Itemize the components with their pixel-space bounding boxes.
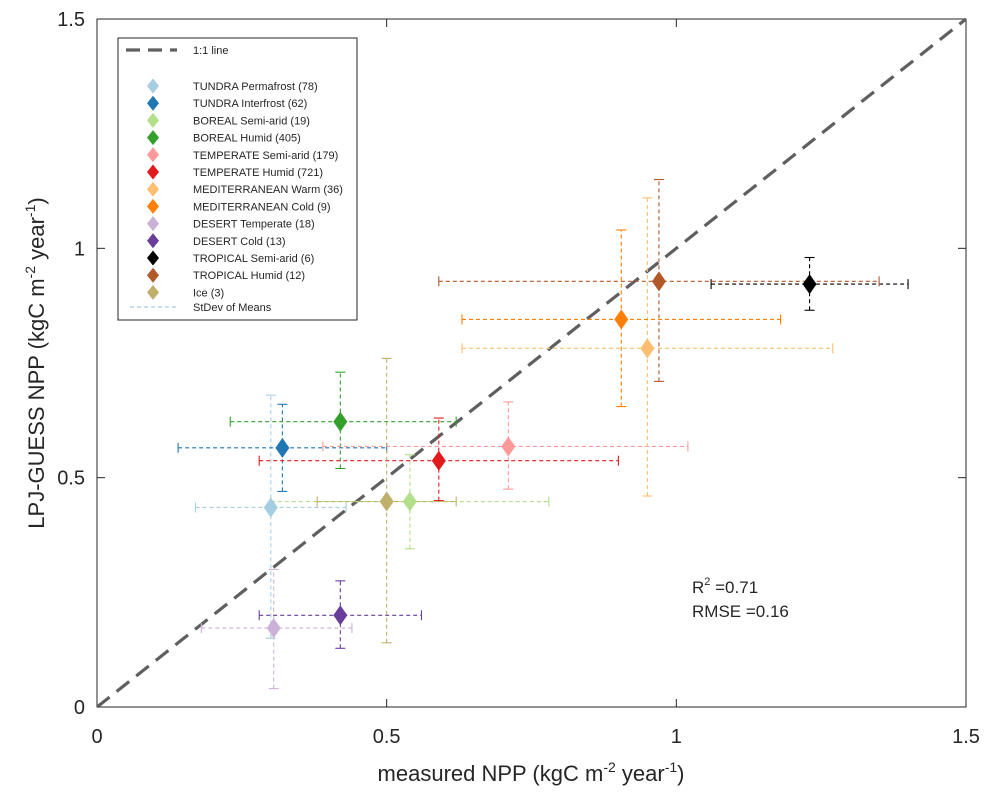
data-point <box>402 491 417 512</box>
legend-marker <box>147 250 159 266</box>
legend-label: BOREAL Humid (405) <box>193 133 301 145</box>
legend-marker <box>147 198 159 214</box>
y-tick-labels: 0 0.5 1 1.5 <box>57 9 85 719</box>
data-point <box>802 274 817 295</box>
legend-marker <box>147 284 159 300</box>
legend-label: BOREAL Semi-arid (19) <box>193 115 310 127</box>
data-point <box>263 497 278 518</box>
data-point <box>333 411 348 432</box>
y-tick-label: 0.5 <box>57 468 85 490</box>
legend-marker <box>147 164 159 180</box>
data-markers <box>263 271 817 639</box>
x-tick-label: 0 <box>91 726 102 748</box>
legend-label: DESERT Temperate (18) <box>193 219 315 231</box>
x-tick-label: 1.5 <box>952 726 980 748</box>
legend-marker <box>147 181 159 197</box>
legend-marker <box>147 233 159 249</box>
y-axis-title: LPJ-GUESS NPP (kgC m-2 year-1) <box>22 197 49 528</box>
legend-label: DESERT Cold (13) <box>193 236 286 248</box>
stats-annotation: R2 =0.71 RMSE =0.16 <box>692 576 789 621</box>
data-point <box>379 491 394 512</box>
data-point <box>614 309 629 330</box>
data-point <box>333 605 348 626</box>
data-point <box>651 271 666 292</box>
legend-marker <box>147 216 159 232</box>
legend-marker <box>147 147 159 163</box>
legend-label: MEDITERRANEAN Cold (9) <box>193 201 331 213</box>
legend-label: TEMPERATE Humid (721) <box>193 167 323 179</box>
data-point <box>640 338 655 359</box>
legend-label: Ice (3) <box>193 287 224 299</box>
x-axis-title: measured NPP (kgC m-2 year-1) <box>378 759 685 786</box>
legend: 1:1 line TUNDRA Permafrost (78) TUNDRA In… <box>117 37 358 321</box>
legend-marker <box>147 130 159 146</box>
x-tick-labels: 0 0.5 1 1.5 <box>91 726 979 748</box>
x-tick-label: 0.5 <box>373 726 401 748</box>
r2-label: R2 =0.71 <box>692 576 758 597</box>
legend-one-to-one-label: 1:1 line <box>193 45 228 57</box>
legend-items: TUNDRA Permafrost (78) TUNDRA Interfrost … <box>147 78 343 300</box>
data-point <box>275 437 290 458</box>
legend-label: TEMPERATE Semi-arid (179) <box>193 150 338 162</box>
legend-marker <box>147 267 159 283</box>
rmse-label: RMSE =0.16 <box>692 602 789 621</box>
legend-label: TUNDRA Permafrost (78) <box>193 81 318 93</box>
y-tick-label: 0 <box>74 697 85 719</box>
legend-stdev-label: StDev of Means <box>193 302 272 314</box>
legend-label: MEDITERRANEAN Warm (36) <box>193 184 343 196</box>
legend-marker <box>147 112 159 128</box>
one-to-one-line <box>96 17 967 709</box>
legend-label: TROPICAL Semi-arid (6) <box>193 253 314 265</box>
legend-marker <box>147 78 159 94</box>
legend-marker <box>147 95 159 111</box>
x-tick-label: 1 <box>671 726 682 748</box>
data-point <box>501 436 516 457</box>
legend-label: TUNDRA Interfrost (62) <box>193 98 307 110</box>
y-tick-label: 1.5 <box>57 9 85 31</box>
data-point <box>431 450 446 471</box>
data-point <box>266 618 281 639</box>
y-tick-label: 1 <box>74 238 85 260</box>
legend-label: TROPICAL Humid (12) <box>193 270 305 282</box>
